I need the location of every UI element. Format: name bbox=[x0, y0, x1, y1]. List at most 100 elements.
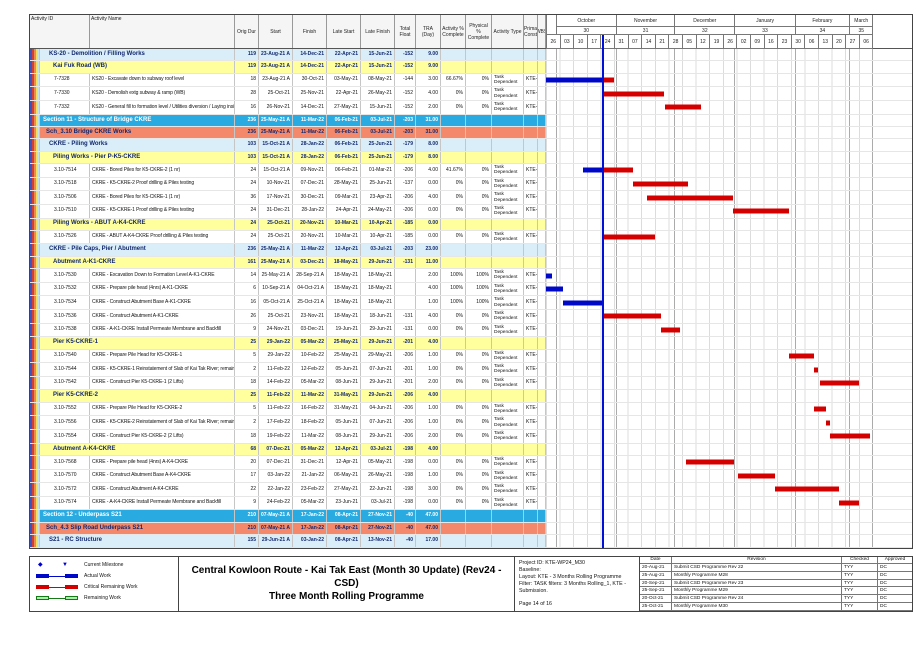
late-start-date: 12-Apr-21 bbox=[327, 455, 361, 469]
activity-name: CKRE - K5-CKRE-1 Proof drilling & Piles … bbox=[90, 204, 235, 218]
physical-pct-complete bbox=[466, 218, 492, 230]
wbs-cell bbox=[538, 469, 546, 483]
group-row: CKRE - Pile Caps, Pier / Abutment 236 25-M… bbox=[30, 244, 912, 257]
tra-days: 4.00 bbox=[416, 337, 441, 349]
activity-type bbox=[492, 114, 524, 126]
primary-constraint bbox=[524, 337, 538, 349]
late-start-date: 25-May-21 bbox=[327, 337, 361, 349]
activity-row: 3.10-7526 CKRE - ABUT A-K4-CKRE Proof dri… bbox=[30, 230, 912, 245]
gantt-cell bbox=[546, 535, 912, 546]
tra-days: 1.00 bbox=[416, 416, 441, 429]
activity-pct-complete: 66.67% bbox=[441, 73, 466, 87]
month-gridline bbox=[674, 49, 676, 548]
gantt-cell bbox=[546, 219, 912, 230]
orig-dur: 103 bbox=[235, 151, 259, 164]
column-header-total-float: Total Float bbox=[395, 15, 416, 48]
wbs-color-stripes bbox=[30, 416, 40, 429]
week-start-label: 28 bbox=[668, 35, 682, 49]
activity-id: 3.10-7536 bbox=[40, 310, 90, 323]
late-start-date: 06-Feb-21 bbox=[327, 139, 361, 151]
total-float: -152 bbox=[395, 100, 416, 114]
critical-remaining-bar bbox=[819, 380, 859, 386]
actual-work-bar bbox=[563, 300, 605, 306]
orig-dur: 9 bbox=[235, 323, 259, 337]
late-start-date: 19-Jun-21 bbox=[327, 323, 361, 337]
week-start-label: 21 bbox=[654, 35, 669, 49]
spacer bbox=[29, 549, 913, 556]
primary-constraint: KTE- bbox=[524, 269, 538, 282]
revision-row: 25-Aug-21 Monthly Programme M28 TYY DC bbox=[640, 571, 912, 580]
orig-dur: 2 bbox=[235, 416, 259, 429]
late-start-date: 25-May-21 bbox=[327, 349, 361, 363]
orig-dur: 28 bbox=[235, 87, 259, 100]
revision-date: 25-Aug-21 bbox=[640, 571, 672, 580]
orig-dur: 6 bbox=[235, 282, 259, 296]
activity-name: CKRE - Construct Abutment A-K1-CKRE bbox=[90, 310, 235, 323]
late-finish-date: 13-Nov-21 bbox=[361, 535, 395, 547]
wbs-cell bbox=[538, 349, 546, 363]
primary-constraint bbox=[524, 151, 538, 164]
activity-pct-complete bbox=[441, 256, 466, 269]
activity-type bbox=[492, 139, 524, 151]
total-float: -152 bbox=[395, 61, 416, 73]
wbs-color-stripes bbox=[30, 282, 40, 296]
activity-type: Task Dependent bbox=[492, 469, 524, 483]
tra-days: 0.00 bbox=[416, 177, 441, 191]
orig-dur: 14 bbox=[235, 269, 259, 282]
critical-remaining-bar bbox=[602, 167, 634, 173]
tra-days: 1.00 bbox=[416, 469, 441, 483]
activity-id: 3.10-7552 bbox=[40, 402, 90, 416]
gantt-cell bbox=[546, 139, 912, 150]
start-date: 03-Jan-22 bbox=[259, 469, 293, 483]
wbs-color-stripes bbox=[30, 139, 40, 151]
activity-id: 7-7330 bbox=[40, 87, 90, 100]
tra-days: 4.00 bbox=[416, 390, 441, 402]
column-header-orig-dur: Orig Dur bbox=[235, 15, 259, 48]
remaining-icon bbox=[36, 594, 84, 602]
legend-label: Current Milestone bbox=[84, 562, 124, 569]
tra-days: 4.00 bbox=[416, 282, 441, 296]
wbs-cell bbox=[538, 114, 546, 126]
wbs-color-stripes bbox=[30, 535, 40, 547]
wbs-color-stripes bbox=[30, 363, 40, 376]
column-header-start: Start bbox=[259, 15, 293, 48]
late-finish-date: 27-Nov-21 bbox=[361, 522, 395, 535]
tra-days: 2.00 bbox=[416, 100, 441, 114]
activity-pct-complete bbox=[441, 114, 466, 126]
late-finish-date: 18-Jun-21 bbox=[361, 310, 395, 323]
orig-dur: 18 bbox=[235, 376, 259, 390]
wbs-cell bbox=[538, 230, 546, 244]
actual-work-bar bbox=[546, 286, 564, 292]
tra-days: 31.00 bbox=[416, 126, 441, 139]
late-start-date: 18-May-21 bbox=[327, 310, 361, 323]
finish-date: 30-Oct-21 bbox=[293, 73, 327, 87]
wbs-cell bbox=[538, 164, 546, 177]
wbs-cell bbox=[538, 139, 546, 151]
physical-pct-complete bbox=[466, 510, 492, 522]
start-date: 14-Feb-22 bbox=[259, 376, 293, 390]
tra-days: 8.00 bbox=[416, 151, 441, 164]
group-name: Section 11 - Structure of Bridge CKRE bbox=[40, 114, 235, 126]
finish-date: 09-Nov-21 bbox=[293, 164, 327, 177]
activity-type bbox=[492, 49, 524, 61]
physical-pct-complete bbox=[466, 244, 492, 256]
primary-constraint: KTE- bbox=[524, 349, 538, 363]
total-float: -40 bbox=[395, 535, 416, 547]
critical-icon bbox=[36, 583, 84, 591]
physical-pct-complete: 0% bbox=[466, 483, 492, 496]
project-info-line-1: Baseline: bbox=[519, 566, 541, 573]
orig-dur: 9 bbox=[235, 496, 259, 510]
activity-type bbox=[492, 337, 524, 349]
finish-date: 23-Feb-22 bbox=[293, 483, 327, 496]
gantt-cell bbox=[546, 191, 912, 204]
activity-pct-complete: 0% bbox=[441, 416, 466, 429]
project-info-line-3: Filter: TASK filters: 3 Months Rolling_1… bbox=[519, 580, 626, 594]
wbs-cell bbox=[538, 218, 546, 230]
bar-segment-icon bbox=[36, 596, 49, 601]
column-header-activity-name: Activity Name bbox=[90, 15, 235, 48]
late-finish-date: 18-May-21 bbox=[361, 269, 395, 282]
activity-type: Task Dependent bbox=[492, 496, 524, 510]
group-row: KS-20 - Demolition / Filling Works 119 23-… bbox=[30, 49, 912, 62]
total-float: -198 bbox=[395, 483, 416, 496]
late-finish-date: 29-Jun-21 bbox=[361, 323, 395, 337]
